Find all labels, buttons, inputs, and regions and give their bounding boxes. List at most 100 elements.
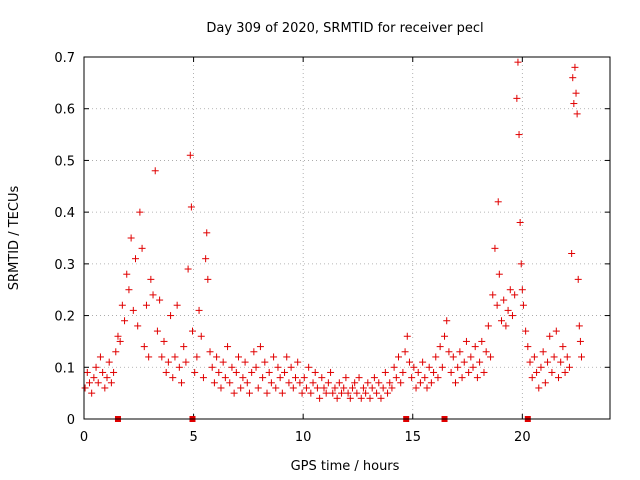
data-point: [164, 358, 172, 366]
data-point: [136, 208, 144, 216]
data-point: [574, 275, 582, 283]
x-tick-label: 5: [189, 430, 197, 445]
data-point: [401, 348, 409, 356]
data-point: [373, 389, 381, 397]
data-point: [403, 332, 411, 340]
data-point: [386, 379, 394, 387]
y-tick-label: 0: [67, 413, 75, 428]
data-point: [230, 389, 238, 397]
data-point: [544, 358, 552, 366]
data-point: [355, 374, 363, 382]
data-point: [458, 374, 466, 382]
data-point: [498, 317, 506, 325]
data-point: [327, 368, 335, 376]
data-point: [250, 348, 258, 356]
data-point: [434, 374, 442, 382]
y-tick-label: 0.6: [54, 103, 75, 118]
data-point: [316, 394, 324, 402]
data-point: [107, 379, 115, 387]
data-point: [287, 363, 295, 371]
data-point: [370, 374, 378, 382]
data-point: [375, 379, 383, 387]
y-tick-label: 0.2: [54, 310, 75, 325]
data-point: [462, 337, 470, 345]
data-point: [506, 286, 514, 294]
data-point: [121, 317, 129, 325]
y-tick-label: 0.1: [54, 361, 75, 376]
data-point: [340, 384, 348, 392]
x-axis-label: GPS time / hours: [291, 459, 400, 474]
data-point: [575, 322, 583, 330]
data-point: [526, 358, 534, 366]
data-point: [118, 301, 126, 309]
data-point: [129, 306, 137, 314]
data-point: [421, 374, 429, 382]
x-tick-label: 20: [514, 430, 531, 445]
data-point: [270, 353, 278, 361]
data-point: [224, 343, 232, 351]
data-point: [469, 363, 477, 371]
data-point: [180, 343, 188, 351]
data-point: [573, 110, 581, 118]
data-point: [245, 389, 253, 397]
data-point: [173, 301, 181, 309]
data-point: [414, 368, 422, 376]
data-point: [167, 312, 175, 320]
data-point: [569, 74, 577, 82]
data-point: [377, 394, 385, 402]
data-point: [390, 363, 398, 371]
data-point: [518, 286, 526, 294]
data-point: [344, 389, 352, 397]
data-point: [511, 291, 519, 299]
data-point: [309, 379, 317, 387]
data-point: [162, 368, 170, 376]
plot-frame: [83, 56, 611, 420]
data-point: [213, 353, 221, 361]
data-point: [147, 275, 155, 283]
data-point: [471, 343, 479, 351]
y-tick-label: 0.5: [54, 154, 75, 169]
data-point: [331, 384, 339, 392]
data-point: [149, 291, 157, 299]
data-point: [210, 379, 218, 387]
data-point: [324, 379, 332, 387]
data-point: [416, 379, 424, 387]
data-point: [300, 374, 308, 382]
data-point: [515, 131, 523, 139]
chart-title: Day 309 of 2020, SRMTID for receiver pec…: [206, 21, 483, 36]
data-point: [438, 363, 446, 371]
data-point: [243, 379, 251, 387]
data-point: [530, 353, 538, 361]
grid-layer: [84, 57, 610, 419]
data-point: [138, 244, 146, 252]
data-point: [88, 389, 96, 397]
data-point: [178, 379, 186, 387]
data-point: [132, 255, 140, 263]
data-point: [263, 389, 271, 397]
data-point: [565, 363, 573, 371]
tick-layer: [83, 56, 610, 420]
data-point: [484, 322, 492, 330]
x-tick-label: 0: [80, 430, 88, 445]
data-point: [188, 327, 196, 335]
data-point: [101, 384, 109, 392]
data-point: [145, 353, 153, 361]
data-point: [568, 250, 576, 258]
y-tick-label: 0.4: [54, 206, 75, 221]
data-point: [425, 363, 433, 371]
data-point: [537, 363, 545, 371]
data-point: [333, 394, 341, 402]
data-point: [519, 301, 527, 309]
data-point: [504, 306, 512, 314]
data-layer: [81, 58, 586, 402]
data-point: [153, 327, 161, 335]
data-point: [313, 384, 321, 392]
data-point: [81, 384, 89, 392]
data-point: [184, 265, 192, 273]
data-point: [346, 394, 354, 402]
data-point: [199, 374, 207, 382]
data-point: [572, 89, 580, 97]
data-point: [335, 379, 343, 387]
data-point: [427, 379, 435, 387]
